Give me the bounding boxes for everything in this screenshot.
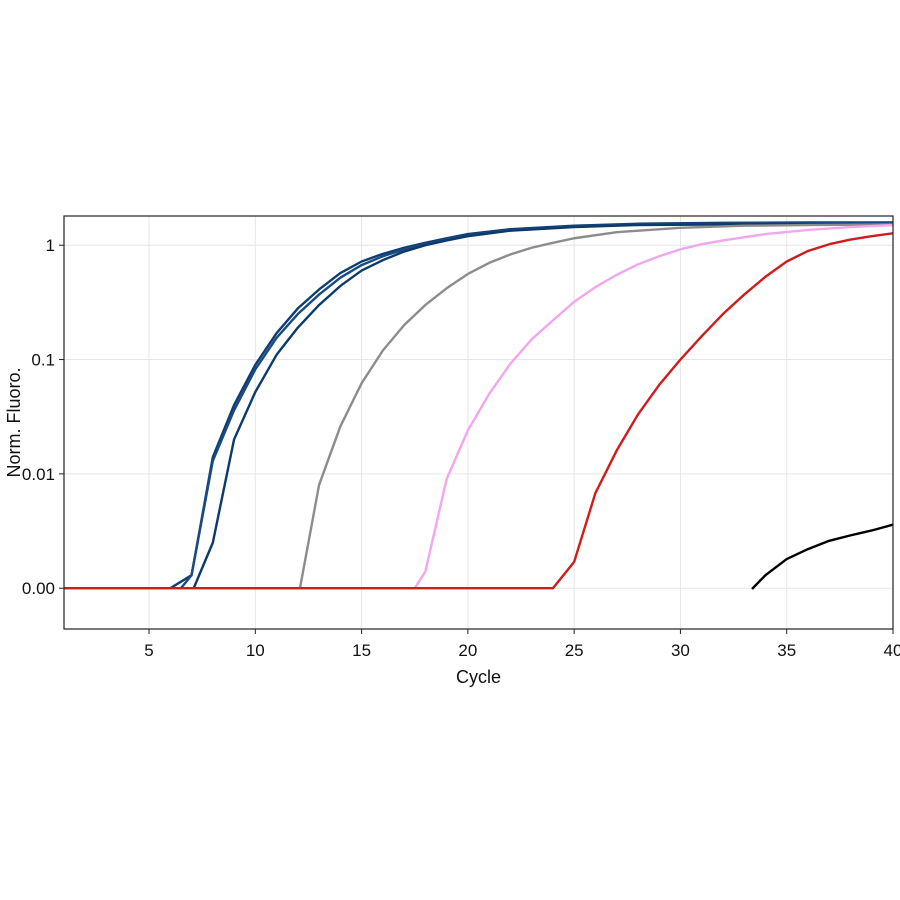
- y-tick-label: 0.01: [22, 465, 55, 484]
- series-lines: [64, 221, 893, 590]
- y-axis-ticks: 0.00 0.01 0.1 1: [22, 236, 64, 598]
- series-line-5: [64, 223, 893, 590]
- y-tick-label: 0.1: [31, 351, 55, 370]
- series-line-2: [64, 221, 893, 590]
- x-axis-ticks: 5 10 15 20 25 30 35 40: [144, 629, 900, 660]
- series-line-7: [751, 523, 893, 590]
- y-tick-label: 0.00: [22, 579, 55, 598]
- series-line-3: [64, 223, 893, 590]
- x-tick-label: 25: [565, 641, 584, 660]
- x-tick-label: 40: [884, 641, 900, 660]
- x-tick-label: 35: [777, 641, 796, 660]
- x-axis-label: Cycle: [456, 667, 501, 687]
- x-tick-label: 30: [671, 641, 690, 660]
- x-tick-label: 5: [144, 641, 153, 660]
- x-tick-label: 10: [246, 641, 265, 660]
- series-line-4: [64, 223, 893, 590]
- y-axis-label: Norm. Fluoro.: [4, 367, 24, 477]
- y-tick-label: 1: [46, 236, 55, 255]
- x-tick-label: 20: [458, 641, 477, 660]
- series-line-6: [64, 232, 893, 590]
- series-line-1: [64, 221, 893, 590]
- plot-frame: [63, 215, 894, 630]
- grid-lines: [64, 216, 894, 629]
- x-tick-label: 15: [352, 641, 371, 660]
